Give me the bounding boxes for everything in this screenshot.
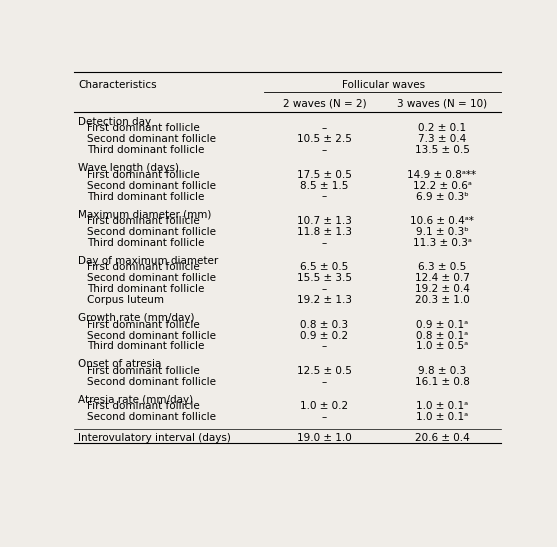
Text: Atresia rate (mm/day): Atresia rate (mm/day) xyxy=(78,395,193,405)
Text: 0.2 ± 0.1: 0.2 ± 0.1 xyxy=(418,123,466,133)
Text: –: – xyxy=(322,284,327,294)
Text: Growth rate (mm/day): Growth rate (mm/day) xyxy=(78,313,195,323)
Text: 16.1 ± 0.8: 16.1 ± 0.8 xyxy=(414,377,470,387)
Text: 8.5 ± 1.5: 8.5 ± 1.5 xyxy=(300,181,349,190)
Text: 12.5 ± 0.5: 12.5 ± 0.5 xyxy=(297,366,352,376)
Text: Second dominant follicle: Second dominant follicle xyxy=(87,330,216,341)
Text: 10.6 ± 0.4ᵃ*: 10.6 ± 0.4ᵃ* xyxy=(410,216,474,226)
Text: 6.9 ± 0.3ᵇ: 6.9 ± 0.3ᵇ xyxy=(416,191,468,201)
Text: Corpus luteum: Corpus luteum xyxy=(87,295,164,305)
Text: 20.6 ± 0.4: 20.6 ± 0.4 xyxy=(414,433,470,443)
Text: –: – xyxy=(322,377,327,387)
Text: First dominant follicle: First dominant follicle xyxy=(87,319,199,330)
Text: 1.0 ± 0.1ᵃ: 1.0 ± 0.1ᵃ xyxy=(416,412,468,422)
Text: 0.8 ± 0.3: 0.8 ± 0.3 xyxy=(300,319,348,330)
Text: First dominant follicle: First dominant follicle xyxy=(87,170,199,179)
Text: Wave length (days): Wave length (days) xyxy=(78,163,179,173)
Text: Second dominant follicle: Second dominant follicle xyxy=(87,377,216,387)
Text: Third dominant follicle: Third dominant follicle xyxy=(87,341,204,352)
Text: Second dominant follicle: Second dominant follicle xyxy=(87,134,216,144)
Text: 19.2 ± 0.4: 19.2 ± 0.4 xyxy=(414,284,470,294)
Text: 10.7 ± 1.3: 10.7 ± 1.3 xyxy=(297,216,352,226)
Text: Maximum diameter (mm): Maximum diameter (mm) xyxy=(78,210,212,219)
Text: 6.5 ± 0.5: 6.5 ± 0.5 xyxy=(300,263,349,272)
Text: 19.0 ± 1.0: 19.0 ± 1.0 xyxy=(297,433,351,443)
Text: 10.5 ± 2.5: 10.5 ± 2.5 xyxy=(297,134,352,144)
Text: –: – xyxy=(322,412,327,422)
Text: Onset of atresia: Onset of atresia xyxy=(78,359,162,369)
Text: Third dominant follicle: Third dominant follicle xyxy=(87,238,204,248)
Text: –: – xyxy=(322,238,327,248)
Text: 0.8 ± 0.1ᵃ: 0.8 ± 0.1ᵃ xyxy=(416,330,468,341)
Text: Characteristics: Characteristics xyxy=(78,80,157,90)
Text: 1.0 ± 0.1ᵃ: 1.0 ± 0.1ᵃ xyxy=(416,401,468,411)
Text: 13.5 ± 0.5: 13.5 ± 0.5 xyxy=(414,145,470,155)
Text: Second dominant follicle: Second dominant follicle xyxy=(87,412,216,422)
Text: Third dominant follicle: Third dominant follicle xyxy=(87,145,204,155)
Text: 6.3 ± 0.5: 6.3 ± 0.5 xyxy=(418,263,466,272)
Text: First dominant follicle: First dominant follicle xyxy=(87,216,199,226)
Text: First dominant follicle: First dominant follicle xyxy=(87,263,199,272)
Text: 1.0 ± 0.5ᵃ: 1.0 ± 0.5ᵃ xyxy=(416,341,468,352)
Text: First dominant follicle: First dominant follicle xyxy=(87,366,199,376)
Text: 0.9 ± 0.2: 0.9 ± 0.2 xyxy=(300,330,348,341)
Text: Second dominant follicle: Second dominant follicle xyxy=(87,274,216,283)
Text: Day of maximum diameter: Day of maximum diameter xyxy=(78,256,218,266)
Text: –: – xyxy=(322,341,327,352)
Text: –: – xyxy=(322,145,327,155)
Text: 14.9 ± 0.8ᵃ**: 14.9 ± 0.8ᵃ** xyxy=(407,170,476,179)
Text: 9.1 ± 0.3ᵇ: 9.1 ± 0.3ᵇ xyxy=(416,227,468,237)
Text: –: – xyxy=(322,123,327,133)
Text: 11.3 ± 0.3ᵃ: 11.3 ± 0.3ᵃ xyxy=(413,238,471,248)
Text: Interovulatory interval (days): Interovulatory interval (days) xyxy=(78,433,231,443)
Text: Follicular waves: Follicular waves xyxy=(342,80,425,90)
Text: 19.2 ± 1.3: 19.2 ± 1.3 xyxy=(297,295,352,305)
Text: –: – xyxy=(322,191,327,201)
Text: 17.5 ± 0.5: 17.5 ± 0.5 xyxy=(297,170,352,179)
Text: 12.4 ± 0.7: 12.4 ± 0.7 xyxy=(414,274,470,283)
Text: Third dominant follicle: Third dominant follicle xyxy=(87,191,204,201)
Text: 20.3 ± 1.0: 20.3 ± 1.0 xyxy=(414,295,470,305)
Text: First dominant follicle: First dominant follicle xyxy=(87,401,199,411)
Text: Detection day: Detection day xyxy=(78,117,152,127)
Text: 15.5 ± 3.5: 15.5 ± 3.5 xyxy=(297,274,352,283)
Text: 2 waves (N = 2): 2 waves (N = 2) xyxy=(282,98,366,108)
Text: 7.3 ± 0.4: 7.3 ± 0.4 xyxy=(418,134,466,144)
Text: Second dominant follicle: Second dominant follicle xyxy=(87,227,216,237)
Text: 0.9 ± 0.1ᵃ: 0.9 ± 0.1ᵃ xyxy=(416,319,468,330)
Text: 9.8 ± 0.3: 9.8 ± 0.3 xyxy=(418,366,466,376)
Text: First dominant follicle: First dominant follicle xyxy=(87,123,199,133)
Text: 11.8 ± 1.3: 11.8 ± 1.3 xyxy=(297,227,352,237)
Text: 3 waves (N = 10): 3 waves (N = 10) xyxy=(397,98,487,108)
Text: Second dominant follicle: Second dominant follicle xyxy=(87,181,216,190)
Text: 1.0 ± 0.2: 1.0 ± 0.2 xyxy=(300,401,348,411)
Text: 12.2 ± 0.6ᵃ: 12.2 ± 0.6ᵃ xyxy=(413,181,471,190)
Text: Third dominant follicle: Third dominant follicle xyxy=(87,284,204,294)
